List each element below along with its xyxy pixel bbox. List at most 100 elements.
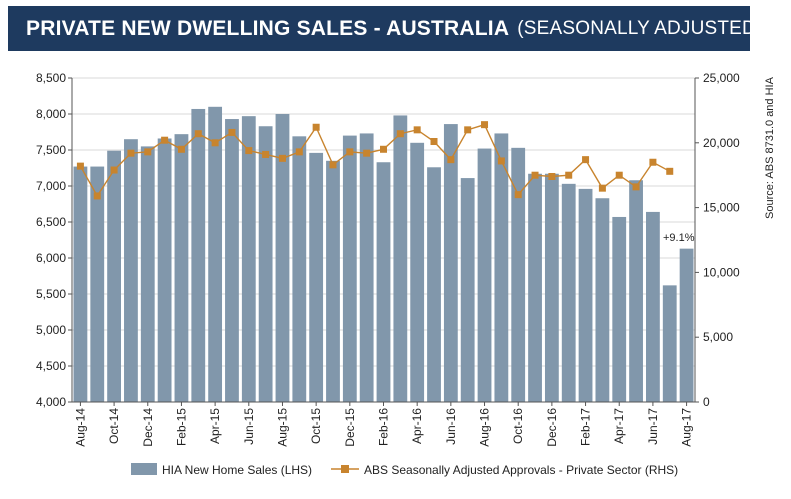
bar [528, 173, 542, 402]
x-tick-label: Feb-16 [377, 408, 391, 446]
approvals-point [262, 150, 270, 158]
bar [107, 150, 121, 402]
bar [292, 136, 307, 402]
x-tick-label: Oct-14 [107, 408, 121, 444]
bar [662, 285, 677, 402]
approvals-point [295, 148, 303, 156]
y-left-tick-label: 6,000 [36, 251, 66, 265]
bar [326, 160, 340, 402]
bar [208, 106, 223, 403]
bar [595, 198, 610, 402]
bar [309, 152, 324, 402]
y-right-tick-label: 5,000 [703, 330, 733, 344]
x-tick-label: Jun-16 [444, 408, 458, 445]
bar [191, 108, 206, 403]
y-left-tick-label: 4,000 [36, 395, 66, 409]
approvals-point [430, 138, 438, 146]
legend-label-line: ABS Seasonally Adjusted Approvals - Priv… [364, 463, 678, 477]
y-right-tick-label: 25,000 [703, 71, 740, 85]
x-tick-label: Dec-14 [141, 408, 155, 447]
x-tick-label: Feb-17 [579, 408, 593, 446]
source-note: Source: ABS 8731.0 and HIA [764, 76, 776, 219]
bar [679, 248, 694, 402]
y-left-tick-label: 5,000 [36, 323, 66, 337]
chart-title-banner: PRIVATE NEW DWELLING SALES - AUSTRALIA (… [8, 6, 762, 51]
y-left-tick-label: 5,500 [36, 287, 66, 301]
approvals-point [615, 171, 623, 179]
approvals-point [497, 157, 505, 165]
x-tick-label: Oct-15 [309, 408, 323, 444]
x-tick-label: Feb-15 [174, 408, 188, 446]
y-right-tick-label: 20,000 [703, 136, 740, 150]
approvals-point [413, 126, 421, 134]
x-tick-label: Apr-17 [612, 408, 626, 444]
bar [359, 133, 374, 402]
approvals-point [380, 145, 387, 153]
bar [561, 183, 576, 402]
approvals-point [481, 121, 489, 129]
approvals-point [127, 149, 135, 157]
x-tick-label: Dec-16 [545, 408, 559, 447]
bar [460, 178, 475, 402]
approvals-point [598, 184, 606, 192]
approvals-point [548, 172, 556, 180]
x-tick-label: Apr-16 [410, 408, 424, 444]
approvals-point [514, 191, 522, 199]
approvals-point [76, 162, 84, 170]
bar [511, 147, 526, 402]
approvals-point [144, 148, 152, 156]
approvals-point [93, 192, 101, 200]
approvals-point [582, 156, 590, 164]
approvals-point [211, 139, 219, 147]
legend-label-bars: HIA New Home Sales (LHS) [162, 463, 312, 477]
approvals-point [396, 130, 404, 138]
approvals-point [245, 147, 253, 155]
y-left-tick-label: 6,500 [36, 215, 66, 229]
bar [393, 115, 408, 402]
approvals-point [531, 171, 539, 179]
approvals-point [312, 123, 320, 131]
bar [73, 166, 88, 402]
growth-annotation: +9.1% [663, 232, 695, 244]
bar [494, 133, 509, 402]
approvals-point [632, 183, 640, 191]
approvals-point [565, 171, 573, 179]
x-tick-label: Aug-15 [275, 408, 289, 447]
y-left-tick-label: 4,500 [36, 359, 66, 373]
bar [140, 146, 155, 402]
bar [376, 162, 391, 402]
bar [427, 167, 441, 402]
y-left-tick-label: 8,500 [36, 71, 66, 85]
approvals-point [161, 136, 169, 144]
bar [544, 173, 559, 402]
legend-swatch-bars [131, 463, 157, 475]
x-tick-label: Aug-16 [478, 408, 492, 447]
approvals-point [346, 148, 354, 156]
approvals-point [177, 145, 185, 153]
bar [258, 126, 273, 403]
x-tick-label: Jun-15 [242, 408, 256, 445]
bar [174, 134, 189, 402]
bar [225, 119, 239, 402]
bar [124, 139, 138, 402]
y-right-tick-label: 10,000 [703, 265, 740, 279]
bar [275, 114, 290, 402]
bar [157, 138, 172, 403]
approvals-point [649, 158, 657, 166]
y-left-tick-label: 7,000 [36, 179, 66, 193]
x-tick-label: Dec-15 [343, 408, 357, 447]
chart-subtitle: (SEASONALLY ADJUSTED) [517, 17, 763, 39]
bar [578, 188, 593, 402]
approvals-point [329, 161, 337, 169]
bar [90, 166, 105, 402]
approvals-point [464, 126, 472, 134]
y-right-tick-label: 0 [703, 395, 710, 409]
legend-swatch-marker [341, 465, 349, 473]
bar [241, 116, 256, 402]
approvals-point [278, 154, 286, 162]
bar [410, 142, 425, 403]
x-tick-label: Oct-16 [511, 408, 525, 444]
y-left-tick-label: 8,000 [36, 107, 66, 121]
approvals-point [194, 130, 202, 138]
